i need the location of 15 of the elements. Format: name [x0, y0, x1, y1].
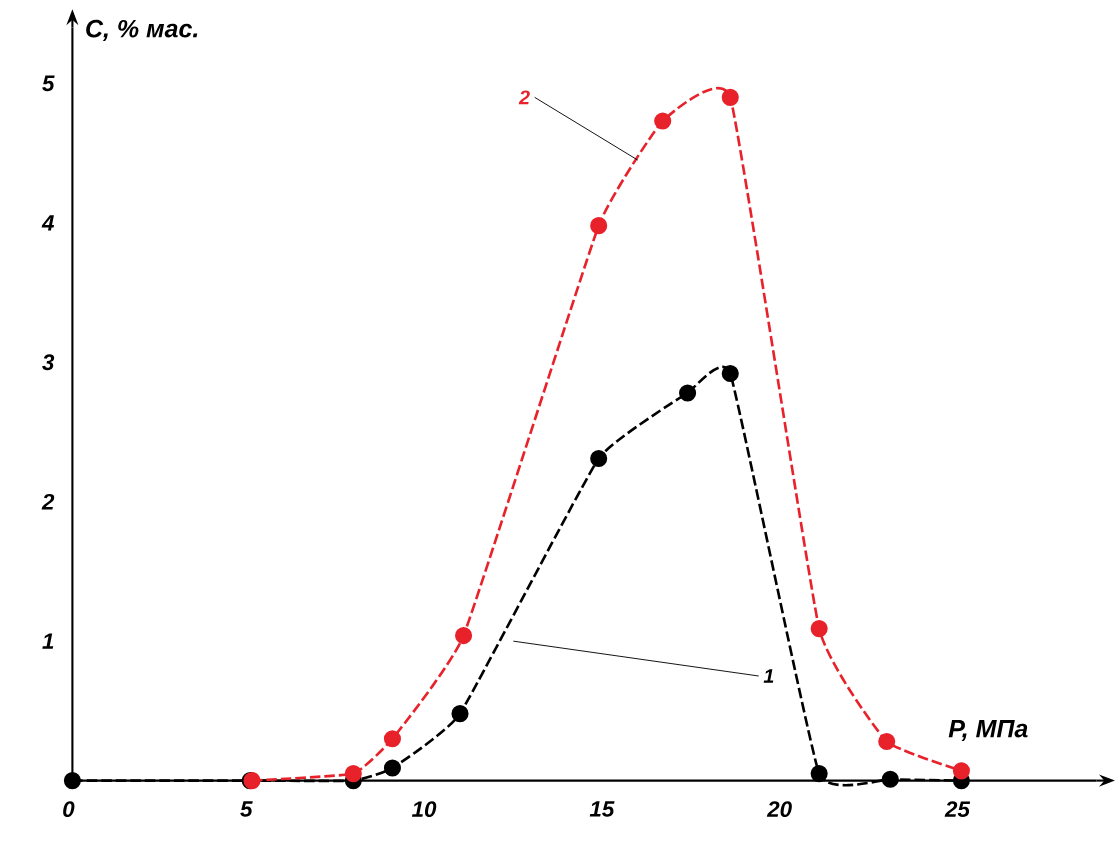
x-tick-label: 20 — [766, 801, 792, 817]
x-tick-label: 15 — [589, 801, 615, 817]
y-tick-label: 2 — [41, 493, 55, 510]
y-tick-label: 4 — [41, 215, 55, 231]
y-axis-title: C, % мас. — [86, 19, 198, 42]
series-label: 1 — [763, 669, 774, 683]
x-tick-label: 5 — [240, 801, 253, 817]
x-tick-label: 0 — [63, 801, 75, 817]
x-tick-label: 25 — [944, 801, 971, 817]
x-axis-title: P, МПа — [948, 719, 1028, 742]
x-tick-label: 10 — [411, 801, 437, 817]
y-tick-label: 5 — [42, 75, 55, 92]
text: 2 — [518, 90, 530, 105]
y-tick-label: 1 — [42, 633, 54, 649]
y-tick-label: 3 — [42, 354, 55, 371]
